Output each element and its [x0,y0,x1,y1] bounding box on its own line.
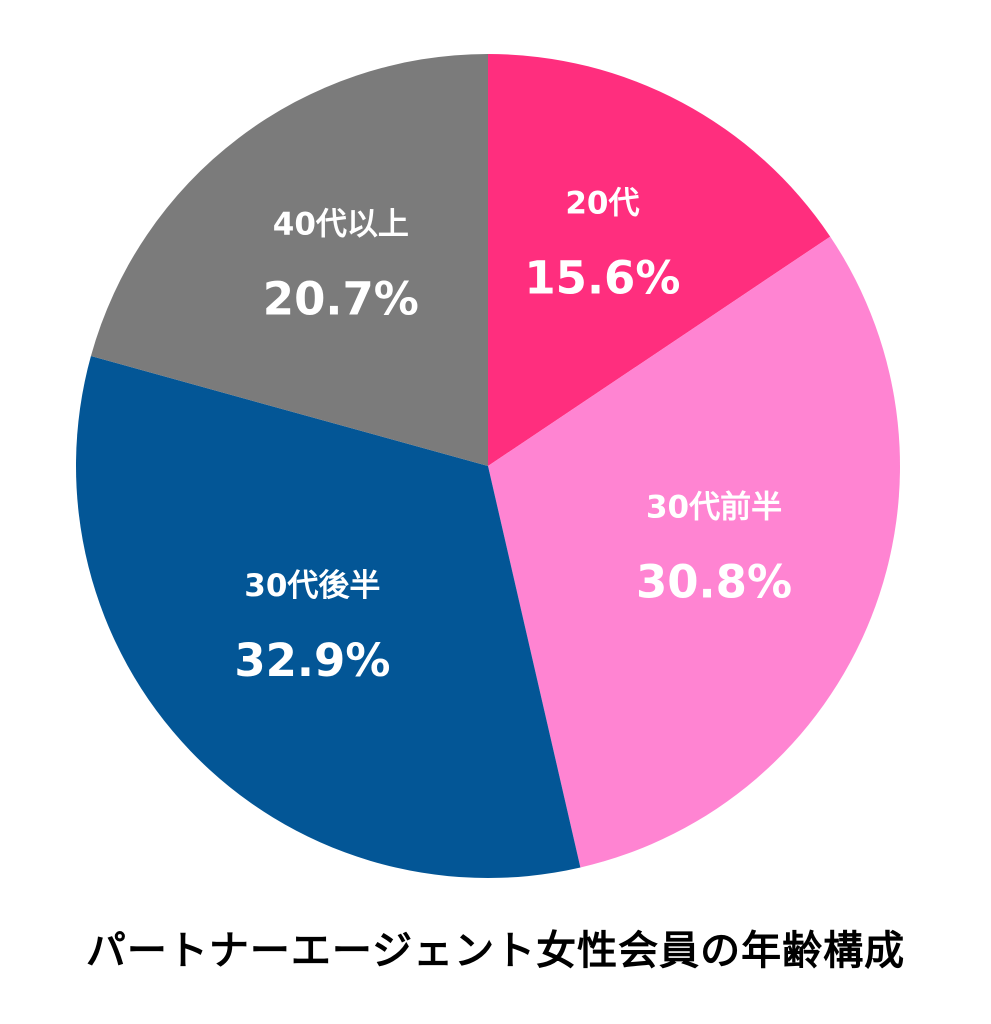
pie-slice-3 [90,54,488,466]
slice-label-3: 40代以上 [273,207,409,243]
pie-slice-1 [488,236,900,868]
pie-slice-0 [488,54,831,466]
slice-value-label-2: 32.9% [234,634,390,687]
slice-label-0: 20代 [565,186,639,222]
pie-slice-2 [76,356,581,878]
slice-value-label-0: 15.6% [524,252,680,305]
slice-value-label-3: 20.7% [263,273,419,326]
slice-label-2: 30代後半 [244,568,380,604]
slice-label-1: 30代前半 [646,489,782,525]
slice-value-label-1: 30.8% [636,555,792,608]
chart-title: パートナーエージェント女性会員の年齢構成 [85,928,906,974]
